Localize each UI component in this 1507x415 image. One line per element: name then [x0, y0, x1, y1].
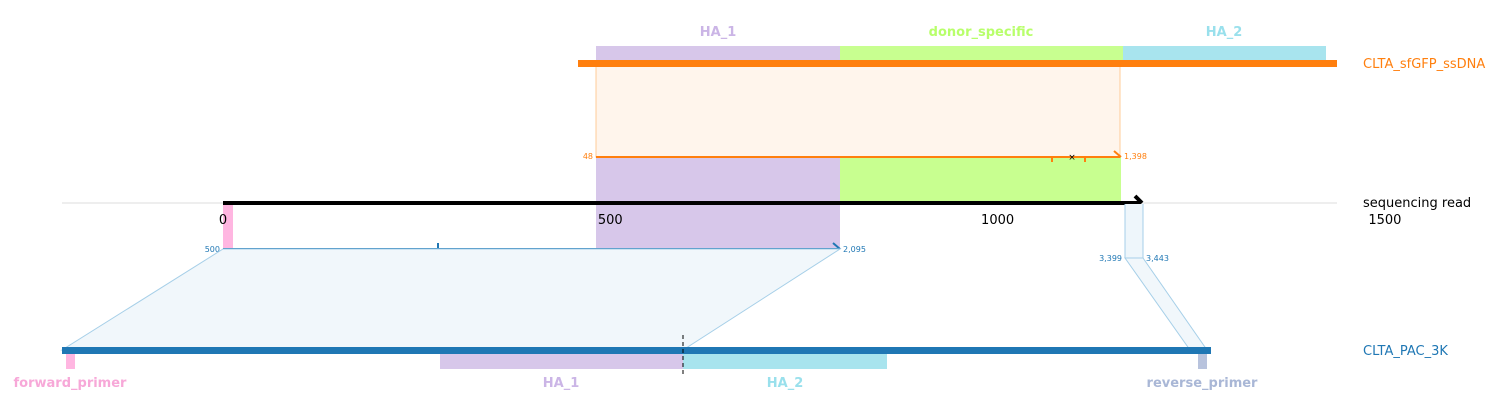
- ssdna-alignment: × 48 1,398: [583, 150, 1147, 163]
- ssdna-feature-ha2: [1123, 46, 1326, 63]
- read-feature-ha1-bottom: [596, 204, 840, 249]
- pac3k-feature-reverse-primer: [1198, 352, 1207, 369]
- pac3k-projection-2: [1124, 257, 1208, 351]
- pac3k-feature-forward-primer: [66, 352, 75, 369]
- axis-ticks: 05001000150020002500: [219, 213, 1402, 228]
- axis-tick-label: 1500: [1368, 213, 1401, 228]
- ssdna-feature-ha1-label: HA_1: [700, 25, 737, 40]
- read-feature-ha1-top: [596, 157, 840, 202]
- pac3k-feature-ha2-label: HA_2: [767, 376, 804, 391]
- ssdna-target: HA_1 donor_specific HA_2 CLTA_sfGFP_ssDN…: [578, 25, 1485, 158]
- pac3k-projection-1: [60, 248, 842, 351]
- ssdna-alignment-start-label: 48: [583, 152, 593, 161]
- pac3k-alignment-2-start-label: 3,399: [1099, 254, 1122, 263]
- ssdna-feature-donor-specific: [840, 46, 1123, 63]
- pac3k-alignment-2-end-label: 3,443: [1146, 254, 1169, 263]
- ssdna-feature-ha1: [596, 46, 840, 63]
- ssdna-alignment-end-label: 1,398: [1124, 152, 1147, 161]
- pac3k-feature-reverse-primer-label: reverse_primer: [1147, 376, 1259, 391]
- pac3k-feature-ha1-label: HA_1: [543, 376, 580, 391]
- read-feature-forward-primer: [223, 204, 233, 249]
- axis-tick-label: 1000: [981, 213, 1014, 228]
- pac3k-alignment-1-arrowhead: [832, 242, 841, 250]
- pac3k-alignment-1-end-label: 2,095: [843, 245, 866, 254]
- axis-tick-label: 500: [598, 213, 623, 228]
- axis-tick-label: 0: [219, 213, 227, 228]
- pac3k-alignment-1-start-label: 500: [205, 245, 220, 254]
- ssdna-edit-marker: ×: [1068, 153, 1076, 163]
- pac3k-alignment-2-box: [1124, 204, 1144, 259]
- pac3k-target: forward_primer HA_1 HA_2 reverse_primer …: [14, 335, 1448, 391]
- pac3k-projections: [60, 248, 1208, 351]
- read-feature-donor-specific: [840, 157, 1121, 202]
- ssdna-feature-donor-specific-label: donor_specific: [929, 25, 1034, 40]
- ssdna-target-line: [578, 60, 1337, 67]
- read-name: sequencing read: [1363, 196, 1471, 211]
- pac3k-target-name: CLTA_PAC_3K: [1363, 344, 1448, 359]
- pac3k-target-line: [62, 347, 1211, 354]
- ssdna-target-name: CLTA_sfGFP_ssDNA: [1363, 57, 1485, 72]
- ssdna-feature-ha2-label: HA_2: [1206, 25, 1243, 40]
- ssdna-alignment-projection: [595, 63, 1121, 158]
- pac3k-feature-forward-primer-label: forward_primer: [14, 376, 128, 391]
- read-axis: 05001000150020002500 sequencing read: [62, 194, 1471, 228]
- ssdna-alignment-arrowhead: [1113, 150, 1122, 158]
- read-arrowhead: [1133, 194, 1144, 205]
- read-features: [223, 157, 1143, 258]
- pac3k-feature-ha2: [683, 352, 887, 369]
- pac3k-feature-ha1: [440, 352, 683, 369]
